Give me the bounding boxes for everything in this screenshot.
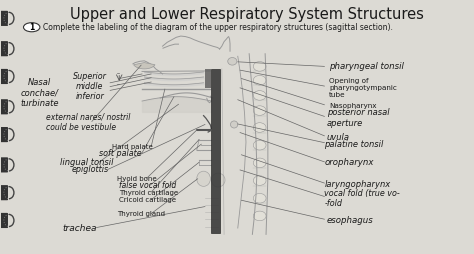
Wedge shape [134, 62, 155, 69]
Text: Nasal
conchae/
turbinate: Nasal conchae/ turbinate [20, 78, 59, 108]
FancyBboxPatch shape [0, 157, 8, 172]
Ellipse shape [253, 194, 266, 203]
Text: false vocal fold: false vocal fold [119, 181, 176, 190]
Ellipse shape [253, 123, 266, 132]
Polygon shape [211, 69, 220, 233]
FancyBboxPatch shape [0, 41, 8, 56]
Text: lingual tonsil: lingual tonsil [60, 158, 113, 167]
Text: Opening of
pharyngotympanic
tube: Opening of pharyngotympanic tube [329, 78, 397, 98]
Text: soft palate: soft palate [99, 149, 141, 158]
Text: oropharynx: oropharynx [324, 158, 374, 167]
Text: Thyroid gland: Thyroid gland [117, 211, 165, 217]
FancyBboxPatch shape [0, 185, 8, 200]
Circle shape [24, 23, 40, 32]
Text: Upper and Lower Respiratory System Structures: Upper and Lower Respiratory System Struc… [70, 7, 424, 22]
Text: 1: 1 [29, 23, 34, 32]
FancyBboxPatch shape [0, 127, 8, 142]
Ellipse shape [197, 171, 210, 186]
Polygon shape [205, 69, 211, 88]
FancyBboxPatch shape [0, 99, 8, 114]
Ellipse shape [253, 91, 266, 100]
Text: Hard palate: Hard palate [112, 144, 153, 150]
Ellipse shape [228, 58, 237, 65]
Text: trachea: trachea [62, 224, 97, 233]
Ellipse shape [253, 61, 266, 71]
Text: epiglottis: epiglottis [72, 165, 109, 174]
FancyBboxPatch shape [0, 11, 8, 26]
Text: laryngopharynx: laryngopharynx [324, 180, 391, 189]
Text: vocal fold (true vo-
-fold: vocal fold (true vo- -fold [324, 188, 400, 208]
Text: Superior
middle
inferior: Superior middle inferior [73, 72, 107, 102]
Ellipse shape [253, 75, 266, 85]
Text: uvula: uvula [327, 133, 350, 141]
Ellipse shape [253, 158, 266, 168]
FancyBboxPatch shape [0, 69, 8, 84]
Text: esophagus: esophagus [327, 216, 374, 226]
Ellipse shape [253, 140, 266, 150]
Ellipse shape [253, 211, 266, 221]
Text: palatine tonsil: palatine tonsil [324, 140, 384, 149]
Ellipse shape [211, 173, 225, 187]
Ellipse shape [253, 176, 266, 185]
Text: Complete the labeling of the diagram of the upper respiratory structures (sagitt: Complete the labeling of the diagram of … [43, 23, 393, 32]
Text: external nares/ nostril
could be vestibule: external nares/ nostril could be vestibu… [46, 112, 131, 132]
Ellipse shape [253, 106, 266, 115]
Text: Hyoid bone: Hyoid bone [117, 176, 156, 182]
Ellipse shape [230, 121, 238, 128]
Text: pharyngeal tonsil: pharyngeal tonsil [329, 62, 404, 71]
FancyBboxPatch shape [0, 213, 8, 228]
Text: Nasopharynx: Nasopharynx [329, 103, 376, 108]
Text: Cricoid cartilage: Cricoid cartilage [119, 197, 176, 203]
Text: Thyroid cartilage: Thyroid cartilage [119, 190, 178, 196]
Text: posterior nasal
aperture: posterior nasal aperture [327, 108, 389, 128]
